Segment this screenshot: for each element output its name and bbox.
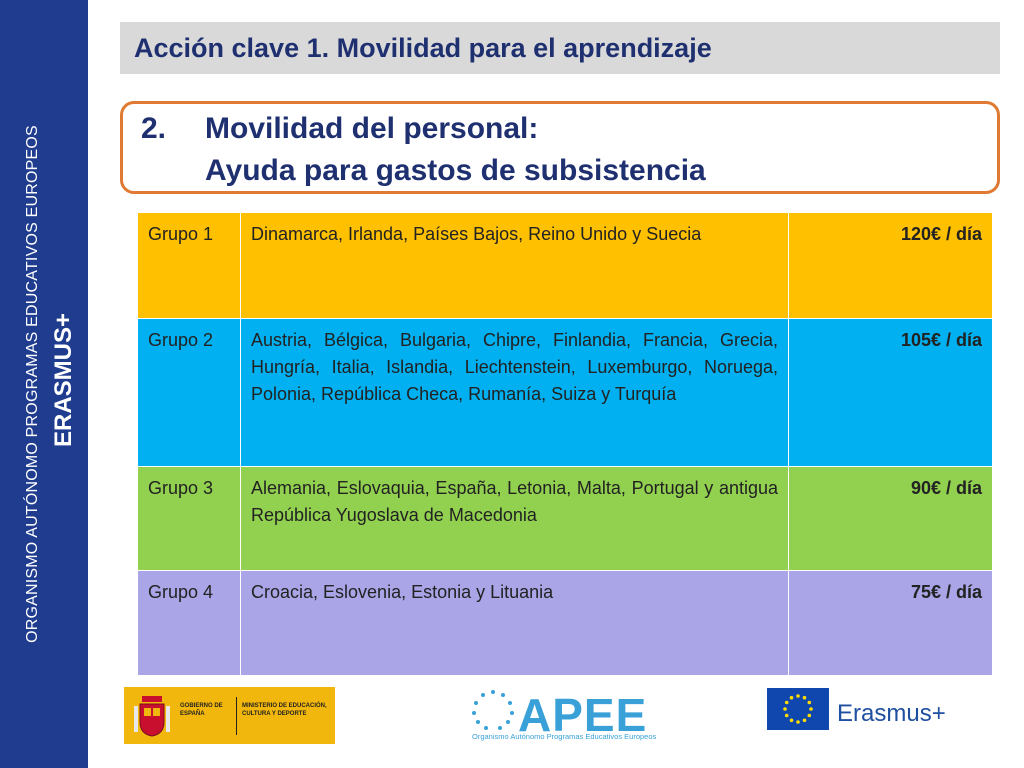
rate-cell: 105€ / día <box>788 318 993 467</box>
erasmus-logo: Erasmus+ <box>767 688 987 736</box>
group-cell: Grupo 1 <box>137 212 241 319</box>
rate-cell: 90€ / día <box>788 466 993 571</box>
page-title: Acción clave 1. Movilidad para el aprend… <box>134 32 712 63</box>
table-row: Grupo 4 Croacia, Eslovenia, Estonia y Li… <box>137 570 993 676</box>
table-row: Grupo 2 Austria, Bélgica, Bulgaria, Chip… <box>137 318 993 467</box>
group-cell: Grupo 3 <box>137 466 241 571</box>
rate-cell: 120€ / día <box>788 212 993 319</box>
countries-cell: Alemania, Eslovaquia, España, Letonia, M… <box>240 466 789 571</box>
sidebar: ORGANISMO AUTÓNOMO PROGRAMAS EDUCATIVOS … <box>0 0 88 768</box>
table-row: Grupo 3 Alemania, Eslovaquia, España, Le… <box>137 466 993 571</box>
subtitle-line-2: Ayuda para gastos de subsistencia <box>205 154 706 187</box>
countries-cell: Dinamarca, Irlanda, Países Bajos, Reino … <box>240 212 789 319</box>
subtitle-line-1: Movilidad del personal: <box>205 112 539 145</box>
ministerio-text: MINISTERIO DE EDUCACIÓN, CULTURA Y DEPOR… <box>242 703 327 717</box>
eu-flag-icon <box>767 688 829 730</box>
countries-cell: Austria, Bélgica, Bulgaria, Chipre, Finl… <box>240 318 789 467</box>
countries-cell: Croacia, Eslovenia, Estonia y Lituania <box>240 570 789 676</box>
rate-cell: 75€ / día <box>788 570 993 676</box>
subtitle-box: 2. Movilidad del personal: Ayuda para ga… <box>120 101 1000 194</box>
table-row: Grupo 1 Dinamarca, Irlanda, Países Bajos… <box>137 212 993 319</box>
rates-table: Grupo 1 Dinamarca, Irlanda, Países Bajos… <box>137 212 993 676</box>
erasmus-wordmark: Erasmus+ <box>837 700 946 727</box>
gobierno-text: GOBIERNO DE ESPAÑA <box>180 703 223 717</box>
logo-divider <box>236 697 237 735</box>
gobierno-logo: GOBIERNO DE ESPAÑA MINISTERIO DE EDUCACI… <box>124 687 335 744</box>
apee-subtitle: Organismo Autónomo Programas Educativos … <box>472 732 657 741</box>
group-cell: Grupo 4 <box>137 570 241 676</box>
apee-wordmark: APEE <box>518 689 648 741</box>
sidebar-org-text: ORGANISMO AUTÓNOMO PROGRAMAS EDUCATIVOS … <box>24 125 41 643</box>
group-cell: Grupo 2 <box>137 318 241 467</box>
coat-of-arms-icon <box>134 696 170 737</box>
header-band: Acción clave 1. Movilidad para el aprend… <box>120 22 1000 74</box>
apee-logo: APEE Organismo Autónomo Programas Educat… <box>466 688 656 748</box>
subtitle-number: 2. <box>141 112 167 145</box>
sidebar-brand-text: ERASMUS+ <box>50 312 77 448</box>
star-circle-icon <box>472 690 514 730</box>
